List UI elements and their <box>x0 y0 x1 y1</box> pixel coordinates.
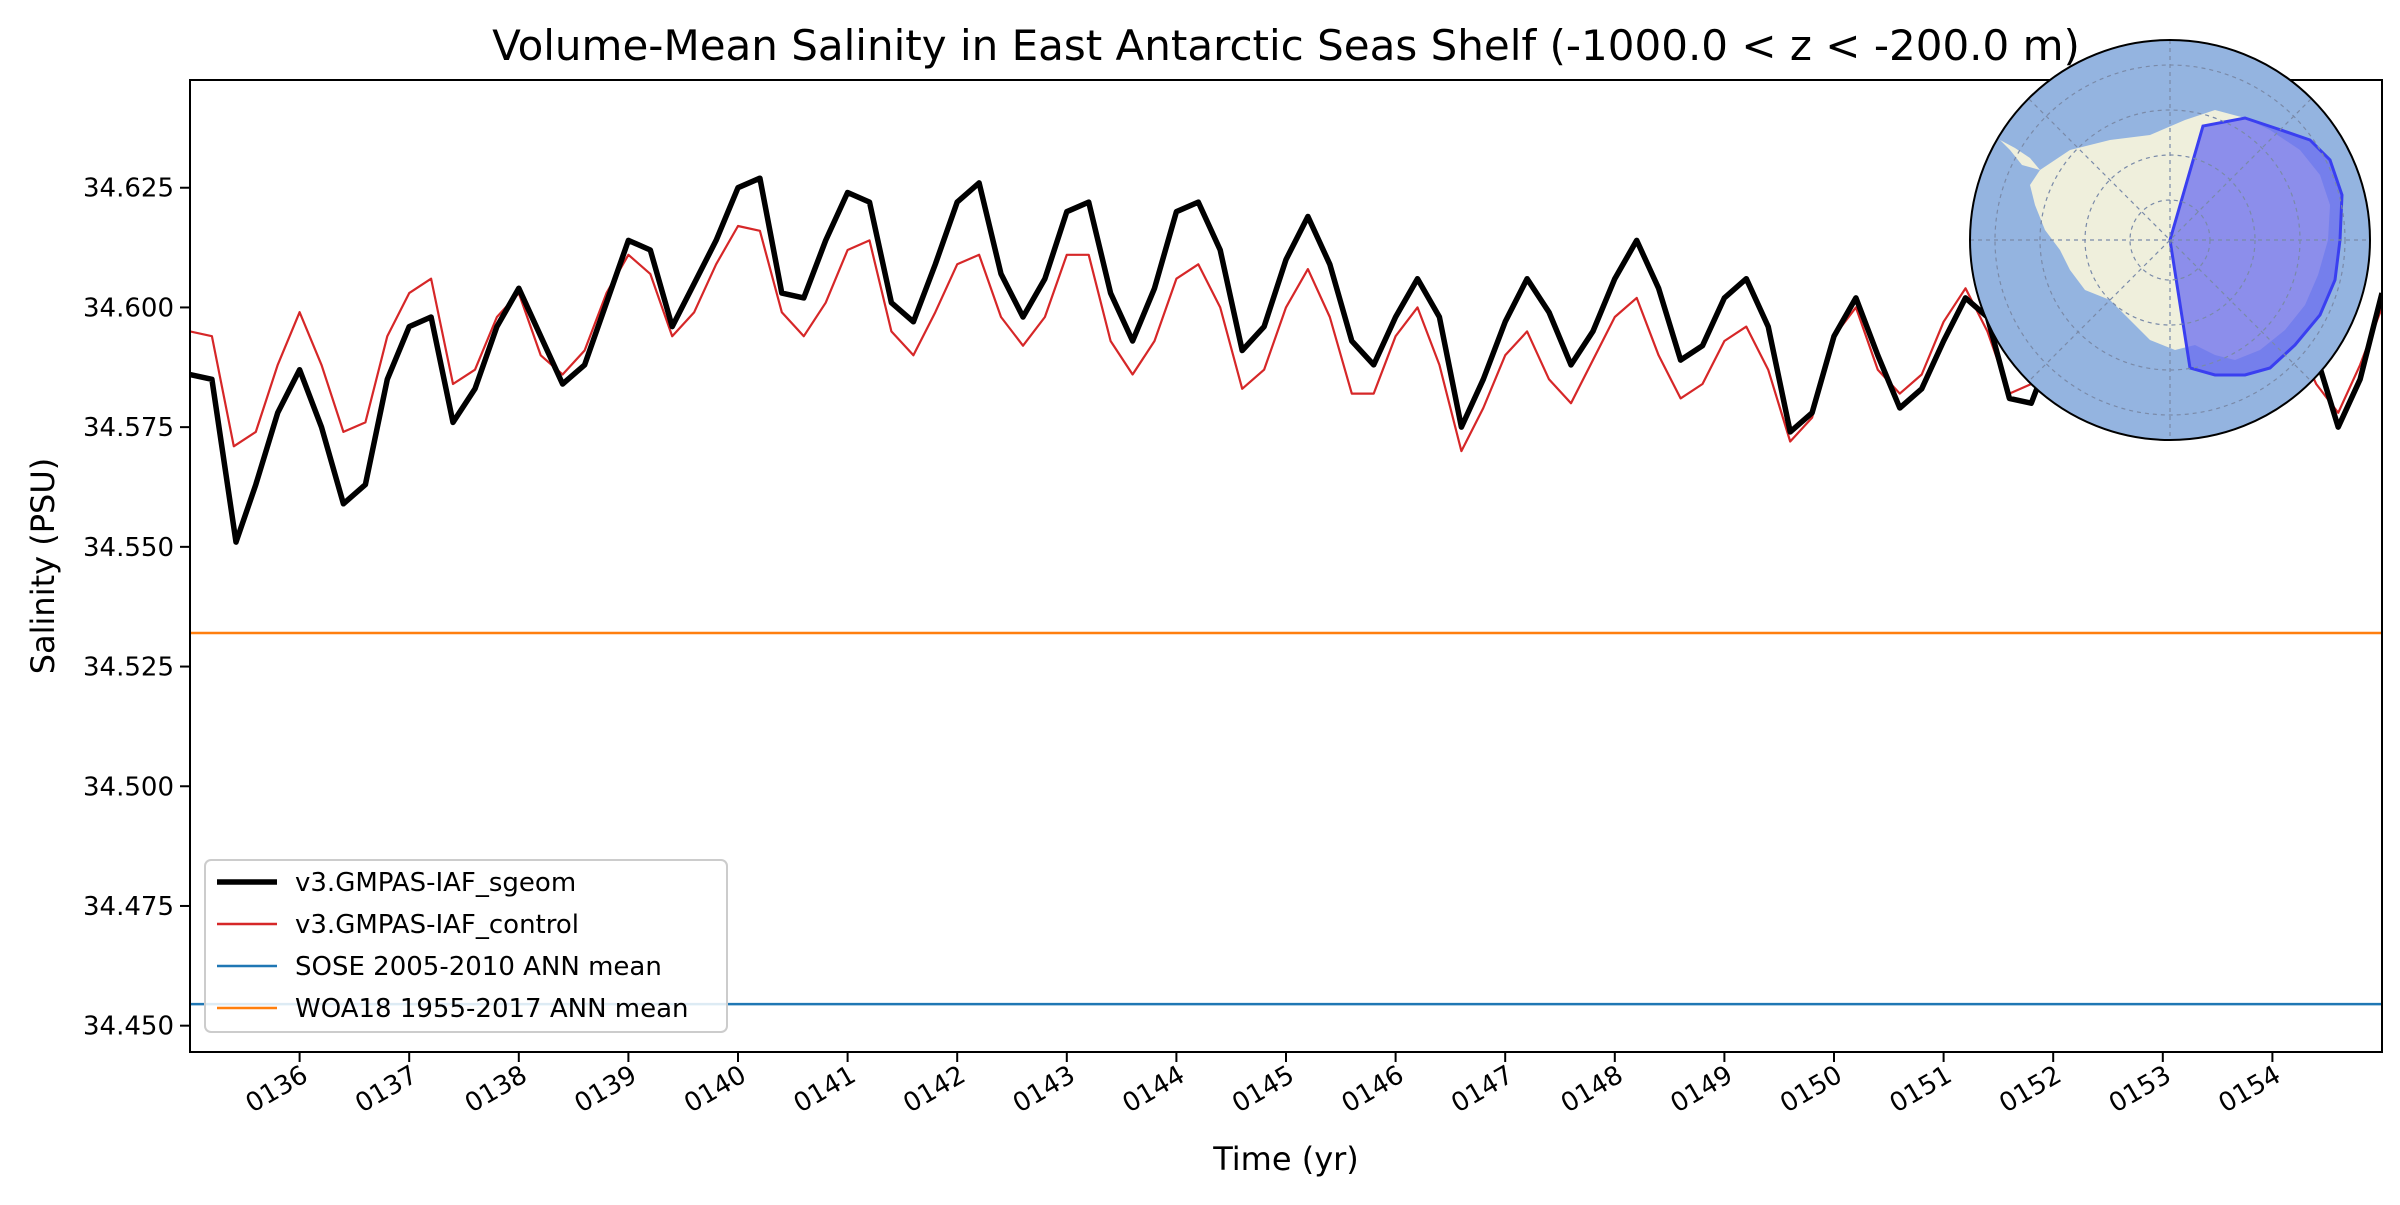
legend-label-4: WOA18 1955-2017 ANN mean <box>295 994 689 1024</box>
x-tick-label: 0154 <box>2214 1060 2286 1119</box>
x-axis: 0136 0137 0138 0139 0140 0141 0142 0143 0144 0145… <box>241 1052 2286 1119</box>
x-tick-label: 0147 <box>1446 1060 1518 1119</box>
x-tick-label: 0153 <box>2104 1060 2176 1119</box>
y-axis-label: Salinity (PSU) <box>24 458 62 675</box>
y-tick-label: 34.600 <box>83 293 174 323</box>
x-tick-label: 0145 <box>1227 1060 1299 1119</box>
x-tick-label: 0149 <box>1666 1060 1738 1119</box>
x-tick-label: 0150 <box>1775 1060 1847 1119</box>
y-tick-label: 34.525 <box>83 653 174 683</box>
x-tick-label: 0151 <box>1885 1060 1957 1119</box>
x-tick-label: 0146 <box>1337 1060 1409 1119</box>
y-tick-label: 34.450 <box>83 1012 174 1042</box>
chart-title: Volume-Mean Salinity in East Antarctic S… <box>492 21 2080 70</box>
x-tick-label: 0137 <box>350 1060 422 1119</box>
x-axis-label: Time (yr) <box>1212 1140 1359 1178</box>
legend-box <box>204 859 728 1033</box>
legend-label-1: v3.GMPAS-IAF_sgeom <box>295 868 576 898</box>
x-tick-label: 0136 <box>241 1060 313 1119</box>
antarctic-peninsula <box>2000 140 2040 170</box>
x-tick-label: 0144 <box>1118 1060 1190 1119</box>
series-group <box>190 175 2382 1006</box>
y-axis: 34.450 34.475 34.500 34.525 34.550 34.575 34.6… <box>83 174 190 1042</box>
x-tick-label: 0148 <box>1556 1060 1628 1119</box>
legend-label-2: v3.GMPAS-IAF_control <box>295 910 579 940</box>
x-tick-label: 0138 <box>460 1060 532 1119</box>
region-inset-map <box>1969 39 2371 441</box>
x-tick-label: 0142 <box>898 1060 970 1119</box>
y-tick-label: 34.575 <box>83 413 174 443</box>
series-line-1 <box>190 175 2382 545</box>
y-tick-label: 34.625 <box>83 174 174 204</box>
x-tick-label: 0143 <box>1008 1060 1080 1119</box>
y-tick-label: 34.550 <box>83 533 174 563</box>
legend-label-3: SOSE 2005-2010 ANN mean <box>295 952 662 982</box>
x-tick-label: 0141 <box>789 1060 861 1119</box>
highlighted-region <box>2168 116 2344 377</box>
x-tick-label: 0139 <box>570 1060 642 1119</box>
y-tick-label: 34.500 <box>83 772 174 802</box>
x-tick-label: 0140 <box>679 1060 751 1119</box>
x-tick-label: 0152 <box>1994 1060 2066 1119</box>
legend: v3.GMPAS-IAF_sgeom v3.GMPAS-IAF_control SO… <box>204 859 728 1033</box>
y-tick-label: 34.475 <box>83 892 174 922</box>
